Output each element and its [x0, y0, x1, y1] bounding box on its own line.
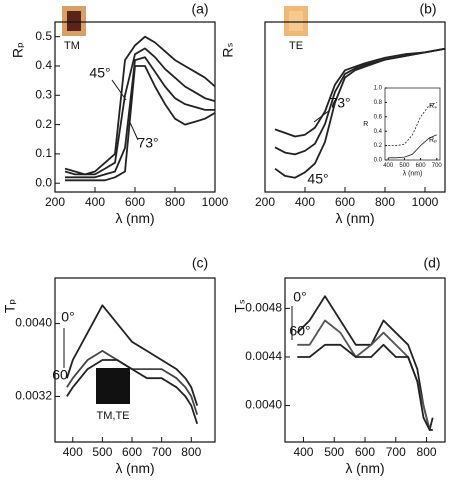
- x-tick-label: 700: [432, 163, 443, 169]
- series-line: [297, 343, 433, 431]
- x-tick-label: 700: [386, 445, 406, 459]
- annotation: 45°: [89, 65, 110, 81]
- annotation: TE: [289, 40, 303, 52]
- annotation: Rₛ: [429, 103, 437, 110]
- x-tick-label: 400: [295, 195, 315, 209]
- annotation: 73°: [329, 95, 350, 111]
- y-axis-label: Tₛ: [233, 299, 248, 313]
- y-tick-label: 0.0: [374, 158, 383, 164]
- x-tick-label: 400: [63, 445, 83, 459]
- series-line: [274, 47, 446, 138]
- annotation: 60°: [289, 323, 310, 339]
- y-tick-label: 0.0032: [15, 389, 52, 403]
- annotation: (c): [192, 255, 208, 271]
- y-axis-label: R: [363, 121, 368, 128]
- y-axis-label: Rₚ: [11, 42, 26, 58]
- annotation: TM,TE: [97, 410, 130, 422]
- x-axis-label: λ (nm): [403, 171, 423, 178]
- x-tick-label: 500: [92, 445, 112, 459]
- y-axis-label: Tₚ: [3, 299, 18, 313]
- x-tick-label: 700: [152, 445, 172, 459]
- x-tick-label: 600: [125, 195, 145, 209]
- y-tick-label: 0.0: [35, 175, 52, 189]
- x-tick-label: 600: [416, 163, 427, 169]
- x-tick-label: 800: [375, 195, 395, 209]
- y-tick-label: 0.0044: [245, 349, 282, 363]
- annotation: (b): [419, 1, 436, 17]
- series-line: [66, 350, 199, 415]
- annotation: Rₚ: [429, 137, 437, 144]
- y-tick-label: 0.5: [35, 29, 52, 43]
- y-tick-label: 0.8: [374, 100, 383, 106]
- x-axis-label: λ (nm): [345, 461, 384, 476]
- tm-swatch-inner: [67, 11, 81, 31]
- y-tick-label: 0.2: [35, 117, 52, 131]
- y-tick-label: 0.0048: [245, 301, 282, 315]
- x-axis-label: λ (nm): [335, 211, 374, 226]
- annotation: (d): [423, 255, 440, 271]
- x-tick-label: 400: [85, 195, 105, 209]
- x-axis-label: λ (nm): [115, 211, 154, 226]
- x-tick-label: 400: [293, 445, 313, 459]
- y-tick-label: 0.0040: [245, 398, 282, 412]
- te-swatch-inner: [289, 11, 303, 31]
- y-axis-label: Rₛ: [221, 42, 236, 57]
- series-line: [65, 56, 215, 179]
- y-tick-label: 0.1: [35, 146, 52, 160]
- y-tick-label: 0.3: [35, 87, 52, 101]
- series-line: [66, 359, 199, 425]
- series-line: [388, 102, 437, 146]
- x-tick-label: 200: [255, 195, 275, 209]
- y-tick-label: 1.0: [374, 86, 383, 92]
- series-line: [65, 65, 216, 182]
- series-line: [274, 47, 446, 179]
- y-tick-label: 0.6: [374, 114, 383, 120]
- series-line: [296, 295, 434, 431]
- x-tick-label: 1000: [202, 195, 229, 209]
- annotation: 73°: [137, 135, 158, 151]
- annotation: 0°: [61, 309, 74, 325]
- series-line: [388, 134, 437, 159]
- x-tick-label: 800: [417, 445, 437, 459]
- series-line: [64, 35, 216, 176]
- annotation: 45°: [307, 171, 328, 187]
- annotation: 60: [52, 367, 68, 383]
- x-tick-label: 600: [122, 445, 142, 459]
- y-tick-label: 0.4: [35, 58, 52, 72]
- x-tick-label: 800: [165, 195, 185, 209]
- series-line: [66, 304, 199, 406]
- tmte-swatch: [96, 368, 130, 404]
- arrow: [111, 79, 127, 101]
- x-tick-label: 200: [45, 195, 65, 209]
- plot-frame: [54, 277, 216, 443]
- annotation: 0°: [293, 289, 306, 305]
- annotation: TM: [64, 40, 80, 52]
- x-tick-label: 800: [181, 445, 201, 459]
- plot-frame: [264, 21, 446, 193]
- y-tick-label: 0.0040: [15, 316, 52, 330]
- series-line: [297, 319, 433, 431]
- x-tick-label: 600: [335, 195, 355, 209]
- y-tick-label: 0.4: [374, 129, 383, 135]
- plot-frame: [284, 277, 446, 443]
- x-tick-label: 600: [355, 445, 375, 459]
- x-tick-label: 400: [383, 163, 394, 169]
- x-tick-label: 1000: [412, 195, 439, 209]
- series-line: [64, 47, 216, 176]
- x-axis-label: λ (nm): [115, 461, 154, 476]
- annotation: (a): [191, 1, 208, 17]
- y-tick-label: 0.2: [374, 143, 383, 149]
- plot-frame: [384, 87, 441, 161]
- x-tick-label: 500: [324, 445, 344, 459]
- x-tick-label: 500: [399, 163, 410, 169]
